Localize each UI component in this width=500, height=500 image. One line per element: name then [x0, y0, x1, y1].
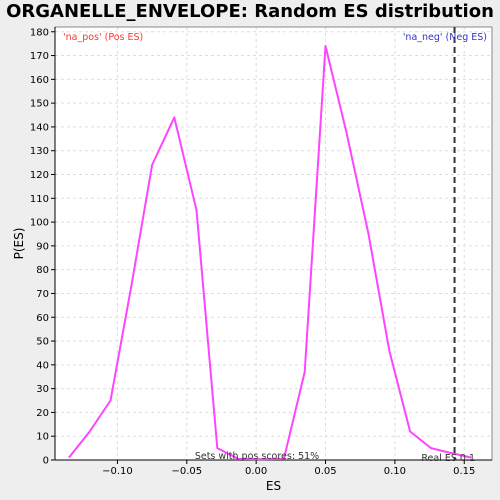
- y-tick-label: 20: [36, 408, 49, 419]
- es-distribution-line: [68, 45, 472, 461]
- grid: [55, 27, 492, 461]
- y-tick-label: 30: [36, 384, 49, 395]
- y-tick-label: 70: [36, 289, 49, 300]
- series-layer: [68, 27, 472, 461]
- pos-es-label: 'na_pos' (Pos ES): [63, 32, 143, 43]
- neg-es-label: 'na_neg' (Neg ES): [403, 32, 487, 43]
- y-tick-label: 140: [30, 122, 49, 133]
- y-tick-label: 100: [30, 218, 49, 229]
- x-tick-label: 0.05: [314, 466, 336, 477]
- y-tick-label: 80: [36, 265, 49, 276]
- pos-scores-annotation: Sets with pos scores: 51%: [195, 451, 319, 462]
- x-tick-label: −0.10: [102, 466, 133, 477]
- x-axis-title: ES: [266, 479, 281, 493]
- y-tick-label: 0: [43, 456, 49, 467]
- y-tick-label: 150: [30, 99, 49, 110]
- y-tick-label: 90: [36, 241, 49, 252]
- real-es-annotation: Real ES 0.1: [421, 453, 475, 464]
- x-tick-label: 0.10: [384, 466, 406, 477]
- y-tick-label: 40: [36, 360, 49, 371]
- y-tick-label: 170: [30, 51, 49, 62]
- y-tick-label: 160: [30, 75, 49, 86]
- y-tick-label: 180: [30, 27, 49, 38]
- y-tick-label: 130: [30, 146, 49, 157]
- y-tick-label: 110: [30, 194, 49, 205]
- y-tick-label: 50: [36, 337, 49, 348]
- x-tick-label: 0.00: [245, 466, 267, 477]
- y-tick-label: 120: [30, 170, 49, 181]
- axes: 0 10 20 30 40 50 60 70 80 90 100 110 120 130 140 150 160…: [30, 26, 493, 477]
- y-tick-label: 60: [36, 313, 49, 324]
- y-axis-title: P(ES): [12, 228, 26, 260]
- plot-area: [55, 27, 492, 460]
- y-tick-label: 10: [36, 432, 49, 443]
- chart-title: ORGANELLE_ENVELOPE: Random ES distributi…: [6, 1, 494, 22]
- x-tick-label: 0.15: [453, 466, 475, 477]
- x-tick-label: −0.05: [171, 466, 202, 477]
